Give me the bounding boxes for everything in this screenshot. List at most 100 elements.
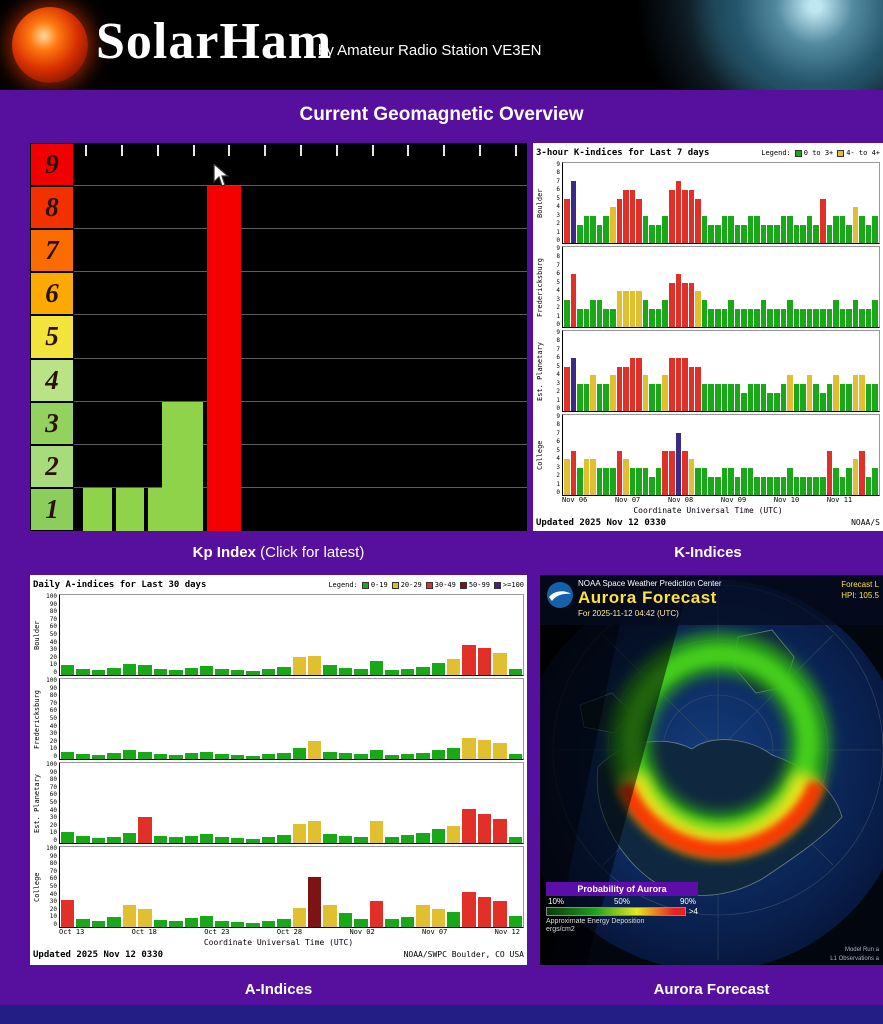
kp-caption-rest: (Click for latest): [255, 544, 365, 561]
data-bar: [246, 671, 260, 675]
data-bar: [76, 754, 90, 759]
data-bar: [292, 747, 306, 759]
data-bar: [199, 915, 214, 927]
data-bar: [416, 833, 430, 843]
data-bar: [819, 198, 826, 243]
data-bar: [577, 384, 583, 411]
station-label: Fredericksburg: [536, 257, 544, 317]
data-bar: [577, 468, 583, 495]
data-bar: [308, 741, 322, 759]
data-bar: [169, 837, 183, 843]
data-bar: [400, 754, 415, 759]
data-bar: [369, 750, 384, 759]
data-bar: [462, 738, 476, 759]
k-updated: Updated 2025 Nov 12 0330: [536, 518, 667, 528]
data-bar: [852, 207, 859, 243]
data-bar: [623, 366, 629, 411]
data-bar: [826, 309, 833, 327]
data-bar: [570, 273, 577, 327]
data-bar: [61, 831, 75, 843]
aurora-forecast-map[interactable]: NOAA Space Weather Prediction Center Aur…: [540, 575, 883, 965]
data-bar: [787, 468, 793, 495]
site-logo[interactable]: SolarHam: [96, 13, 333, 70]
data-bar: [708, 384, 714, 411]
kp-caption[interactable]: Kp Index (Click for latest): [30, 544, 527, 561]
station-row: Boulder 9 8 7 6 5 4 3 2 1 0: [536, 162, 880, 244]
data-bar: [682, 282, 688, 327]
data-bar: [354, 919, 368, 927]
data-bar: [708, 477, 714, 495]
aurora-hpi: Forecast L HPI: 105.5: [841, 579, 879, 601]
data-bar: [846, 225, 852, 243]
data-bar: [872, 300, 878, 327]
data-bar: [780, 216, 787, 243]
kp-caption-bold[interactable]: Kp Index: [192, 544, 256, 561]
k-x-labels: Nov 06 Nov 07 Nov 08 Nov 09 Nov 10 Nov 11: [536, 496, 880, 506]
station-plot: [562, 330, 880, 412]
kp-scale-cell: 8: [30, 186, 74, 230]
aurora-caption: Aurora Forecast: [653, 981, 770, 998]
data-bar: [308, 655, 322, 675]
data-bar: [819, 393, 826, 411]
bottom-strip: [0, 1005, 883, 1024]
data-bar: [230, 838, 245, 843]
data-bar: [636, 198, 642, 243]
legend-text: 30-49: [434, 581, 456, 589]
data-bar: [734, 477, 741, 495]
x-tick-label: Oct 18: [131, 928, 157, 936]
k-indices-chart[interactable]: 3-hour K-indices for Last 7 days Legend:…: [533, 143, 883, 531]
data-bar: [609, 468, 616, 495]
legend-text: 0 to 3+: [803, 149, 834, 157]
data-bar: [477, 896, 492, 927]
data-bar: [655, 309, 662, 327]
data-bar: [338, 912, 353, 927]
data-bar: [701, 300, 708, 327]
data-bar: [431, 663, 445, 675]
data-bar: [570, 357, 577, 411]
kp-gridline: [74, 443, 527, 445]
data-bar: [76, 668, 90, 675]
data-bar: [852, 459, 859, 495]
data-bar: [649, 309, 655, 327]
legend-item: 0 to 3+: [794, 149, 834, 157]
data-bar: [701, 384, 708, 411]
a-indices-chart[interactable]: Daily A-indices for Last 30 days Legend:…: [30, 575, 527, 965]
data-bar: [793, 309, 800, 327]
data-bar: [800, 477, 806, 495]
data-bar: [609, 375, 616, 411]
legend-text: 0-19: [370, 581, 388, 589]
data-bar: [462, 891, 476, 927]
data-bar: [323, 665, 337, 675]
data-bar: [767, 393, 773, 411]
data-bar: [246, 755, 260, 759]
energy-label-2: ergs/cm2: [546, 926, 575, 934]
data-bar: [774, 477, 780, 495]
data-bar: [354, 668, 368, 675]
data-bar: [277, 835, 291, 843]
station-label: Est. Planetary: [33, 773, 41, 833]
data-bar: [787, 216, 793, 243]
aurora-model-note: Model Run a L1 Observations a: [830, 946, 879, 963]
data-bar: [819, 477, 826, 495]
data-bar: [107, 836, 121, 843]
data-bar: [107, 667, 121, 675]
station-label: Boulder: [33, 620, 41, 650]
data-bar: [446, 826, 461, 843]
station-plot: [562, 162, 880, 244]
data-bar: [688, 189, 695, 243]
data-bar: [603, 468, 609, 495]
data-bar: [184, 918, 198, 927]
data-bar: [872, 468, 878, 495]
kp-tick-mark: [156, 145, 159, 156]
data-bar: [369, 660, 384, 675]
data-bar: [261, 668, 276, 675]
data-bar: [682, 189, 688, 243]
data-bar: [839, 477, 846, 495]
station-row: College 100 90 80 70 60 50 40 30 20 10 0: [33, 846, 524, 928]
data-bar: [819, 309, 826, 327]
a-indices-caption: A-Indices: [244, 981, 313, 998]
data-bar: [122, 904, 137, 927]
data-bar: [846, 384, 852, 411]
